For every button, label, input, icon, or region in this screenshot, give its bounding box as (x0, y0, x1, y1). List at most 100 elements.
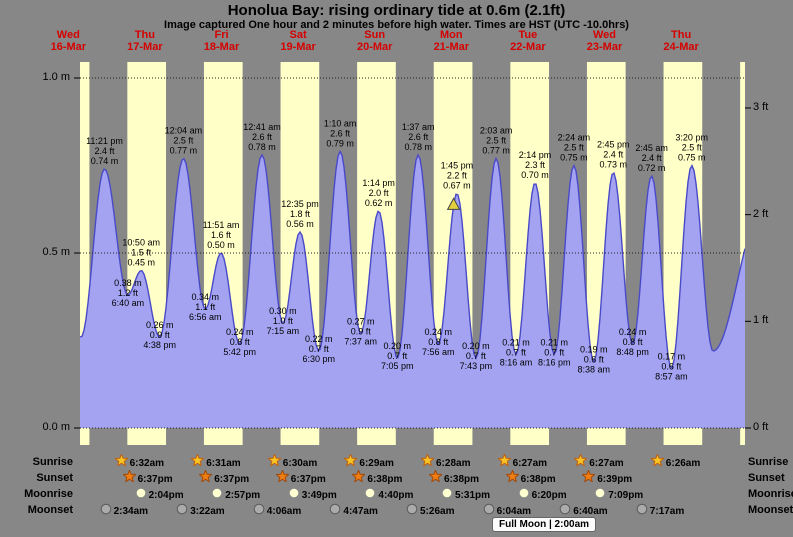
sunset-time: 6:37pm (290, 473, 326, 485)
day-header: Thu 17-Mar (127, 29, 163, 53)
low-tide-label: 0.21 m (502, 338, 530, 348)
low-tide-label: 7:05 pm (381, 361, 414, 371)
moonset-icon (636, 502, 648, 520)
sunrise-entry: 6:32am (114, 453, 165, 470)
high-tide-label: 0.74 m (91, 156, 119, 166)
moonset-time: 7:17am (649, 505, 685, 517)
high-tide-label: 1.6 ft (211, 230, 232, 240)
low-tide-label: 1.0 ft (273, 316, 294, 326)
low-tide-label: 0.22 m (305, 334, 333, 344)
moonset-icon (329, 502, 341, 520)
moonrise-time: 6:20pm (531, 489, 567, 501)
low-tide-label: 8:16 am (500, 358, 533, 368)
high-tide-label: 2.3 ft (525, 160, 546, 170)
moonset-icon (253, 502, 265, 520)
low-tide-label: 8:16 pm (538, 358, 571, 368)
day-header: Tue 22-Mar (510, 29, 546, 53)
high-tide-label: 2:45 am (635, 143, 668, 153)
sunset-time: 6:38pm (367, 473, 403, 485)
moonset-time: 6:40am (573, 505, 608, 517)
moonrise-icon (135, 486, 147, 504)
y-axis-label-ft: 1 ft (753, 314, 769, 327)
sunset-star-icon (122, 469, 136, 488)
moonrise-icon (211, 486, 223, 504)
moonset-icon (483, 502, 495, 520)
moonrise-time: 2:57pm (225, 489, 261, 501)
sunrise-time: 6:32am (129, 457, 165, 469)
low-tide-label: 0.24 m (619, 327, 647, 337)
sunset-entry: 6:37pm (199, 469, 250, 488)
high-tide-label: 0.56 m (286, 219, 314, 229)
moonset-entry: 4:47am (329, 502, 378, 520)
moonrise-icon (518, 486, 530, 504)
low-tide-label: 5:42 pm (223, 347, 256, 357)
high-tide-label: 2:24 am (558, 133, 591, 143)
low-tide-label: 0.9 ft (150, 330, 171, 340)
sunset-star-icon (275, 469, 289, 488)
moonrise-time: 3:49pm (301, 489, 337, 501)
sunset-entry: 6:38pm (505, 469, 556, 486)
sunrise-star-icon (420, 453, 435, 472)
high-tide-label: 12:35 pm (281, 199, 319, 209)
high-tide-label: 2.5 ft (486, 136, 507, 146)
low-tide-label: 0.7 ft (309, 344, 330, 354)
moonset-icon (176, 502, 188, 520)
high-tide-label: 2.6 ft (330, 129, 351, 139)
sunset-time: 6:38pm (444, 473, 480, 485)
sunrise-entry: 6:26am (650, 453, 700, 470)
moonset-entry: 2:34am (100, 502, 148, 520)
low-tide-label: 8:48 pm (616, 347, 649, 357)
sunrise-entry: 6:27am (574, 453, 624, 470)
sunset-time: 6:37pm (137, 473, 173, 485)
low-tide-label: 0.8 ft (428, 337, 449, 347)
low-tide-label: 0.6 ft (661, 362, 682, 372)
low-tide-label: 6:40 am (112, 298, 145, 308)
high-tide-label: 0.79 m (326, 139, 354, 149)
low-tide-label: 7:37 am (344, 337, 377, 347)
moonrise-entry: 5:31pm (441, 486, 490, 504)
sunrise-time: 6:30am (282, 457, 318, 469)
moonrise-icon (441, 486, 453, 504)
moonrise-time: 7:09pm (608, 489, 644, 501)
moonset-icon (100, 502, 112, 520)
sunset-entry: 6:37pm (275, 469, 326, 488)
moonset-icon (559, 502, 571, 520)
high-tide-label: 0.75 m (678, 153, 706, 163)
low-tide-label: 0.38 m (114, 278, 142, 288)
day-header: Wed 16-Mar (50, 29, 87, 53)
moonrise-entry: 3:49pm (288, 487, 337, 502)
page-title: Honolua Bay: rising ordinary tide at 0.6… (227, 2, 566, 19)
sunset-entry: 6:37pm (122, 469, 173, 488)
moonset-icon (406, 502, 418, 520)
moonset-entry: 6:40am (559, 502, 608, 520)
high-tide-label: 2.5 ft (173, 136, 194, 146)
high-tide-label: 12:41 am (243, 122, 281, 132)
high-tide-label: 0.67 m (443, 181, 471, 191)
y-axis-label-m: 0.0 m (42, 421, 70, 433)
sunset-row-label: Sunset (748, 472, 785, 484)
sunrise-star-icon (497, 453, 511, 472)
high-tide-label: 1.5 ft (131, 248, 152, 258)
sunset-star-icon (199, 469, 213, 488)
high-tide-label: 2.4 ft (94, 146, 115, 156)
sunrise-entry: 6:29am (344, 453, 394, 470)
low-tide-label: 1.2 ft (118, 288, 139, 298)
high-tide-label: 11:51 am (203, 220, 240, 230)
high-tide-label: 0.50 m (207, 240, 235, 250)
high-tide-label: 0.70 m (521, 170, 549, 180)
moonrise-row-label: Moonrise (24, 488, 73, 500)
moonset-row-label: Moonset (748, 504, 793, 516)
y-axis-label-ft: 3 ft (753, 100, 769, 113)
day-header: Mon 21-Mar (433, 29, 470, 53)
high-tide-label: 3:20 pm (675, 133, 708, 143)
sunset-row-label: Sunset (36, 472, 73, 484)
y-axis-label-m: 0.5 m (42, 246, 70, 258)
sunset-entry: 6:39pm (582, 469, 632, 486)
moonset-entry: 6:04am (483, 502, 531, 520)
moonset-entry: 3:22am (176, 502, 225, 520)
sunrise-entry: 6:27am (497, 453, 547, 472)
sunset-entry: 6:38pm (428, 469, 480, 486)
sunset-time: 6:37pm (214, 473, 250, 485)
moonrise-entry: 7:09pm (594, 487, 644, 502)
